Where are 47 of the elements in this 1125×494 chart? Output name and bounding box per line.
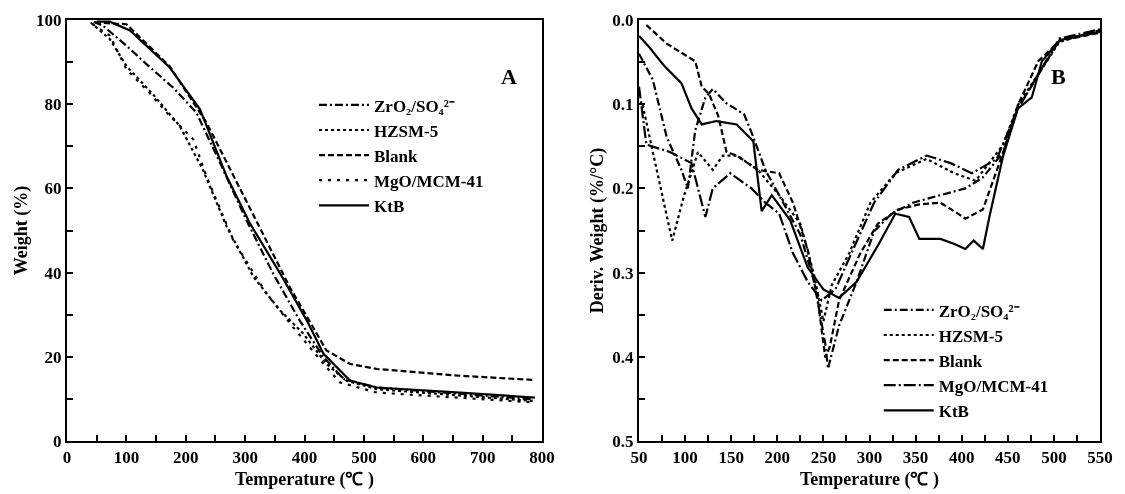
legend-label: ZrO₂/SO₄²⁻	[374, 96, 455, 116]
y-tick-label: 60	[44, 179, 62, 199]
y-tick-label: 0.2	[612, 179, 634, 199]
y-tick-label: 0.0	[612, 10, 634, 30]
y-tick-label: 80	[44, 95, 62, 115]
y-tick-label: 0.1	[612, 95, 634, 115]
y-tick-label: 0.4	[612, 347, 635, 367]
x-tick-label: 200	[764, 448, 791, 468]
legend-label: MgO/MCM-41	[938, 376, 1049, 396]
x-tick-label: 500	[1041, 448, 1067, 468]
legend-label: MgO/MCM-41	[374, 171, 484, 191]
legend-label: Blank	[374, 146, 419, 166]
x-tick-label: 400	[291, 448, 318, 468]
x-tick-label: 100	[113, 448, 140, 468]
x-tick-label: 450	[995, 448, 1021, 468]
legend-label: KtB	[938, 401, 969, 421]
x-tick-label: 800	[529, 448, 555, 468]
annotation: A	[501, 64, 517, 89]
legend-label: HZSM-5	[938, 326, 1003, 346]
x-tick-label: 200	[173, 448, 199, 468]
x-tick-label: 300	[232, 448, 258, 468]
y-tick-label: 0.5	[612, 431, 634, 451]
legend-label: KtB	[374, 196, 405, 216]
x-axis-title: Temperature (℃ )	[800, 469, 939, 490]
legend-label: Blank	[938, 351, 983, 371]
x-tick-label: 550	[1087, 448, 1113, 468]
x-tick-label: 500	[351, 448, 377, 468]
x-tick-label: 100	[672, 448, 698, 468]
x-tick-label: 350	[902, 448, 929, 468]
legend-label: HZSM-5	[374, 121, 439, 141]
legend-label: ZrO₂/SO₄²⁻	[938, 301, 1020, 321]
y-tick-label: 40	[44, 263, 62, 283]
y-tick-label: 20	[44, 347, 62, 367]
x-tick-label: 400	[948, 448, 975, 468]
y-tick-label: 100	[36, 10, 62, 30]
x-tick-label: 300	[856, 448, 883, 468]
annotation: B	[1051, 64, 1066, 89]
x-tick-label: 600	[410, 448, 436, 468]
x-tick-label: 250	[810, 448, 837, 468]
x-tick-label: 700	[469, 448, 496, 468]
y-axis-title: Weight (%)	[10, 185, 32, 276]
x-tick-label: 150	[718, 448, 744, 468]
y-tick-label: 0	[53, 431, 62, 451]
x-axis-title: Temperature (℃ )	[235, 469, 374, 490]
x-tick-label: 50	[630, 448, 648, 468]
y-tick-label: 0.3	[612, 263, 634, 283]
y-axis-title: Deriv. Weight (%/°C)	[587, 147, 609, 314]
